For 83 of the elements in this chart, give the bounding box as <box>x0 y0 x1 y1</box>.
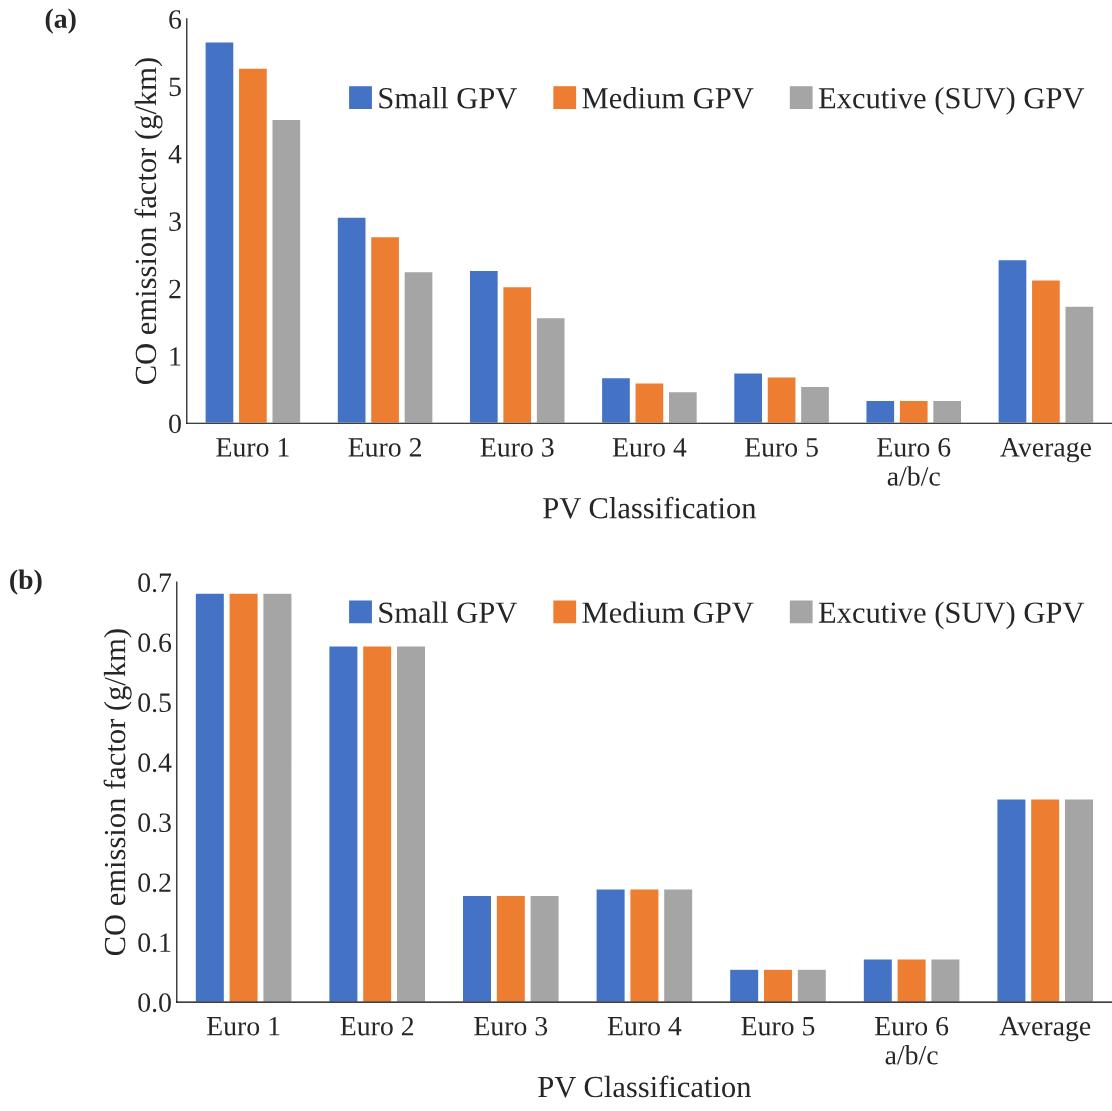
bar <box>468 269 500 424</box>
y-axis-title: CO emission factor (g/km) <box>134 58 163 385</box>
bar <box>634 382 665 424</box>
x-tick-label: Euro 2 <box>340 1016 414 1036</box>
bar <box>495 894 527 1003</box>
x-axis-title: PV Classification <box>538 1075 752 1098</box>
bar <box>796 968 828 1003</box>
y-tick-label: 0.1 <box>138 933 171 953</box>
legend-label: Small GPV <box>379 601 518 624</box>
bar <box>997 258 1028 424</box>
legend-label: Medium GPV <box>582 87 754 109</box>
bar <box>600 376 632 424</box>
y-tick-label: 0.4 <box>138 753 172 773</box>
bar <box>271 118 302 424</box>
bar <box>898 399 929 424</box>
x-tick-label: Euro 4 <box>607 1017 682 1036</box>
bar <box>228 592 259 1003</box>
x-tick-label: Average <box>1000 438 1091 463</box>
bar <box>194 592 226 1003</box>
x-tick-label: Euro 6 a/b/c <box>874 1016 949 1065</box>
x-tick-label: Euro 3 <box>474 1016 548 1036</box>
bar <box>369 235 401 424</box>
bar <box>328 645 359 1003</box>
y-axis-title: CO emission factor (g/km) <box>103 629 132 956</box>
bar <box>361 645 393 1003</box>
bar <box>629 888 660 1003</box>
bar <box>930 958 961 1003</box>
bar <box>595 888 626 1003</box>
bar <box>799 385 831 424</box>
y-tick-label: 0.2 <box>138 873 171 893</box>
y-tick-label: 3 <box>169 212 181 231</box>
x-tick-label: Average <box>999 1016 1091 1042</box>
legend-label: Excutive (SUV) GPV <box>818 87 1085 115</box>
legend-label: Medium GPV <box>582 601 754 624</box>
bar <box>662 888 694 1003</box>
bar <box>732 372 764 424</box>
y-tick-label: 4 <box>168 145 182 164</box>
legend-label: Excutive (SUV) GPV <box>818 601 1085 630</box>
legend-label: Small GPV <box>379 87 518 109</box>
x-tick-label: Euro 3 <box>480 438 554 457</box>
y-tick-label: 1 <box>170 347 181 366</box>
y-tick-label: 0.6 <box>138 633 172 653</box>
bar <box>896 958 927 1003</box>
y-tick-label: 6 <box>169 10 182 29</box>
y-tick-label: 0 <box>169 414 181 434</box>
bar <box>336 216 367 424</box>
y-tick-label: 0.5 <box>138 693 171 713</box>
x-tick-label: Euro 5 <box>744 438 818 457</box>
bar <box>865 399 896 424</box>
x-axis-title: PV Classification <box>543 496 757 519</box>
bar <box>1064 305 1095 424</box>
y-tick-label: 0.7 <box>138 573 172 593</box>
bar <box>262 592 293 1003</box>
y-tick-label: 5 <box>169 77 181 97</box>
bar <box>862 958 894 1003</box>
bar <box>1063 798 1095 1003</box>
bar <box>535 316 566 424</box>
bar <box>502 285 533 424</box>
bar <box>1029 798 1061 1003</box>
bar <box>403 270 434 424</box>
bar <box>766 376 797 424</box>
text: (a) <box>45 8 76 34</box>
x-tick-label: Euro 1 <box>216 438 289 457</box>
bar <box>237 67 269 424</box>
text: (b) <box>10 569 42 595</box>
y-tick-label: 2 <box>169 279 181 299</box>
y-tick-label: 0.3 <box>138 813 171 833</box>
bar <box>204 41 235 424</box>
bar <box>762 968 794 1003</box>
bar <box>728 968 760 1003</box>
y-tick-label: 0.0 <box>138 993 171 1013</box>
x-tick-label: Euro 2 <box>348 438 421 457</box>
bar <box>1030 279 1062 424</box>
x-tick-label: Euro 5 <box>741 1017 815 1036</box>
bar <box>931 399 963 424</box>
bar <box>529 894 560 1003</box>
bar <box>395 645 427 1003</box>
x-tick-label: Euro 6 a/b/c <box>877 438 951 486</box>
bar <box>461 894 493 1003</box>
bar <box>667 390 699 424</box>
x-tick-label: Euro 4 <box>612 438 687 457</box>
bar <box>996 798 1027 1003</box>
x-tick-label: Euro 1 <box>206 1016 280 1036</box>
